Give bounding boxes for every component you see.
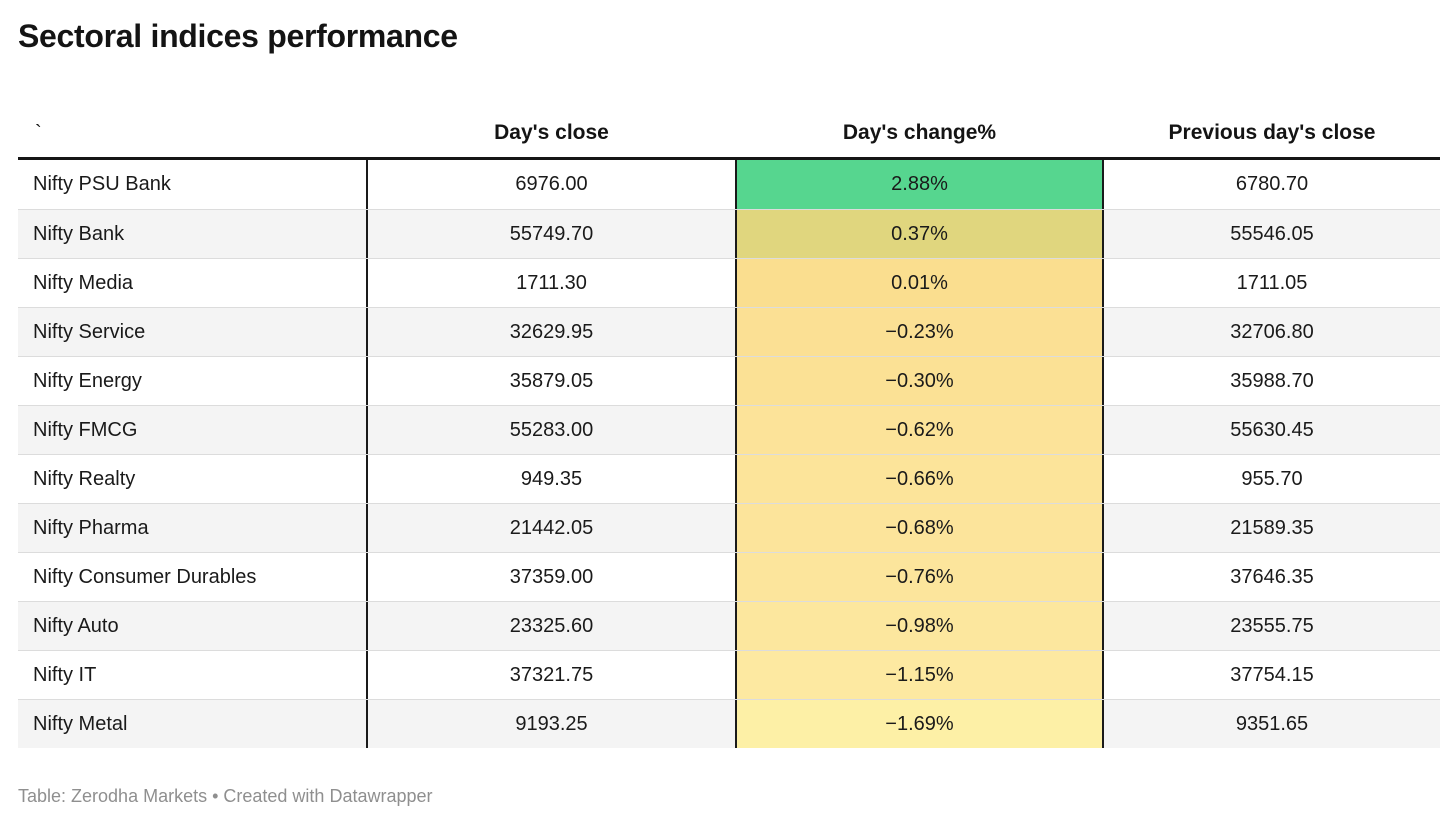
days-change-heat-cell: −0.30% (735, 357, 1104, 405)
index-name-cell: Nifty Auto (18, 602, 368, 650)
days-close-cell: 9193.25 (515, 712, 588, 735)
days-close-cell: 37359.00 (509, 565, 594, 588)
days-close-cell: 37321.75 (509, 663, 594, 686)
days-close-cell: 6976.00 (515, 173, 588, 195)
previous-close-cell: 32706.80 (1230, 320, 1314, 343)
index-name-cell: Nifty Consumer Durables (18, 553, 368, 601)
previous-close-cell: 37754.15 (1230, 663, 1314, 686)
column-header-days-close: Day's close (494, 121, 609, 144)
days-change-heat-cell: −1.69% (735, 700, 1104, 748)
days-close-cell: 949.35 (520, 467, 583, 490)
table-row: Nifty Bank 55749.70 0.37% 55546.05 (18, 209, 1440, 258)
previous-close-cell: 21589.35 (1230, 516, 1314, 539)
previous-close-cell: 955.70 (1241, 467, 1303, 490)
column-header-index: ` (35, 122, 42, 144)
previous-close-cell: 37646.35 (1230, 565, 1314, 588)
days-change-heat-cell: 0.01% (735, 259, 1104, 307)
data-table: ` Day's close Day's change% Previous day… (18, 98, 1440, 748)
table-header-row: ` Day's close Day's change% Previous day… (18, 98, 1440, 160)
index-name-cell: Nifty Realty (18, 455, 368, 503)
previous-close-cell: 23555.75 (1230, 614, 1314, 637)
table-row: Nifty PSU Bank 6976.00 2.88% 6780.70 (18, 160, 1440, 209)
days-change-heat-cell: −0.62% (735, 406, 1104, 454)
index-name-cell: Nifty Metal (18, 700, 368, 748)
index-name-cell: Nifty Bank (18, 210, 368, 258)
table-body: Nifty PSU Bank 6976.00 2.88% 6780.70 Nif… (18, 160, 1440, 748)
table-row: Nifty Realty 949.35 −0.66% 955.70 (18, 454, 1440, 503)
table-row: Nifty Auto 23325.60 −0.98% 23555.75 (18, 601, 1440, 650)
index-name-cell: Nifty IT (18, 651, 368, 699)
page-title: Sectoral indices performance (18, 18, 458, 54)
days-change-heat-cell: −0.76% (735, 553, 1104, 601)
table-row: Nifty Service 32629.95 −0.23% 32706.80 (18, 307, 1440, 356)
table-row: Nifty FMCG 55283.00 −0.62% 55630.45 (18, 405, 1440, 454)
previous-close-cell: 6780.70 (1235, 173, 1309, 195)
previous-close-cell: 1711.05 (1236, 271, 1308, 294)
days-change-heat-cell: −0.68% (735, 504, 1104, 552)
table-row: Nifty Energy 35879.05 −0.30% 35988.70 (18, 356, 1440, 405)
days-change-heat-cell: −1.15% (735, 651, 1104, 699)
days-close-cell: 21442.05 (509, 516, 594, 539)
index-name-cell: Nifty Media (18, 259, 368, 307)
source-credit: Table: Zerodha Markets • Created with Da… (18, 786, 433, 806)
days-change-heat-cell: −0.98% (735, 602, 1104, 650)
column-header-previous-close: Previous day's close (1168, 121, 1376, 144)
days-close-cell: 23325.60 (509, 614, 594, 637)
days-close-cell: 55283.00 (509, 418, 594, 441)
days-change-heat-cell: −0.66% (735, 455, 1104, 503)
days-change-heat-cell: 2.88% (735, 160, 1104, 209)
index-name-cell: Nifty PSU Bank (18, 160, 368, 209)
table-row: Nifty Consumer Durables 37359.00 −0.76% … (18, 552, 1440, 601)
index-name-cell: Nifty FMCG (18, 406, 368, 454)
table-row: Nifty Metal 9193.25 −1.69% 9351.65 (18, 699, 1440, 748)
index-name-cell: Nifty Service (18, 308, 368, 356)
table-row: Nifty Pharma 21442.05 −0.68% 21589.35 (18, 503, 1440, 552)
previous-close-cell: 35988.70 (1230, 369, 1314, 392)
previous-close-cell: 55630.45 (1230, 418, 1314, 441)
days-close-cell: 32629.95 (509, 320, 594, 343)
index-name-cell: Nifty Energy (18, 357, 368, 405)
index-name-cell: Nifty Pharma (18, 504, 368, 552)
days-change-heat-cell: 0.37% (735, 210, 1104, 258)
days-change-heat-cell: −0.23% (735, 308, 1104, 356)
column-header-days-change: Day's change% (842, 121, 997, 144)
days-close-cell: 55749.70 (509, 222, 594, 245)
days-close-cell: 1711.30 (516, 271, 587, 294)
previous-close-cell: 9351.65 (1235, 712, 1309, 735)
days-close-cell: 35879.05 (509, 369, 594, 392)
previous-close-cell: 55546.05 (1230, 222, 1314, 245)
table-row: Nifty IT 37321.75 −1.15% 37754.15 (18, 650, 1440, 699)
table-row: Nifty Media 1711.30 0.01% 1711.05 (18, 258, 1440, 307)
